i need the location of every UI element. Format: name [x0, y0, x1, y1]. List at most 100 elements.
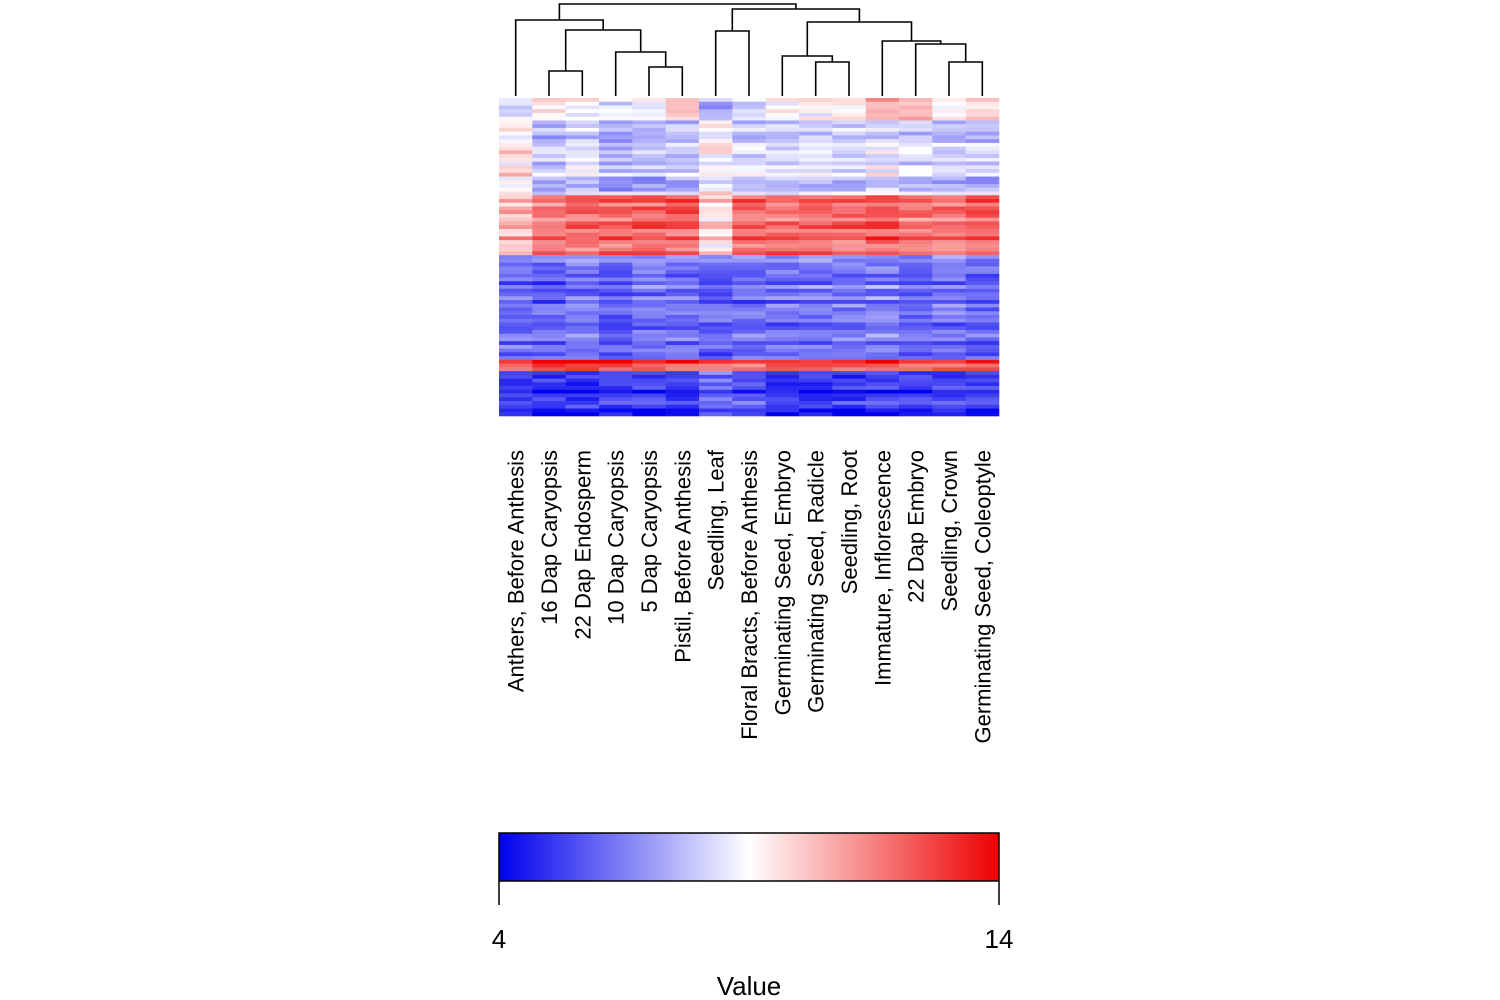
heatmap-cell — [832, 236, 866, 241]
heatmap-cell — [532, 371, 566, 376]
heatmap-cell — [665, 199, 700, 204]
heatmap-cell — [665, 127, 700, 132]
heatmap-cell — [832, 329, 866, 334]
heatmap-cell — [899, 187, 933, 192]
heatmap-cell — [499, 363, 533, 368]
heatmap-cell — [865, 206, 900, 211]
heatmap-cell — [765, 210, 800, 215]
heatmap-cell — [932, 210, 966, 215]
heatmap-cell — [632, 363, 666, 368]
heatmap-cell — [799, 202, 833, 207]
heatmap-cell — [499, 232, 533, 237]
heatmap-cell — [865, 285, 900, 290]
heatmap-cell — [799, 363, 833, 368]
heatmap-cell — [565, 303, 600, 308]
heatmap-cell — [532, 404, 566, 409]
heatmap-cell — [932, 228, 966, 233]
heatmap-cell — [899, 127, 933, 132]
heatmap-cell — [932, 217, 966, 222]
heatmap-cell — [899, 184, 933, 189]
heatmap-cell — [565, 206, 600, 211]
heatmap-cell — [899, 285, 933, 290]
heatmap-cell — [965, 206, 1000, 211]
heatmap-cell — [899, 288, 933, 293]
heatmap-cell — [632, 112, 666, 117]
heatmap-cell — [865, 404, 900, 409]
heatmap-cell — [565, 341, 600, 346]
heatmap-cell — [965, 105, 1000, 110]
heatmap-cell — [832, 172, 866, 177]
heatmap-cell — [865, 258, 900, 263]
heatmap-cell — [532, 344, 566, 349]
heatmap-cell — [632, 292, 666, 297]
heatmap-cell — [932, 202, 966, 207]
heatmap-cell — [965, 348, 1000, 353]
heatmap-cell — [532, 277, 566, 282]
heatmap-cell — [965, 314, 1000, 320]
heatmap-cell — [699, 135, 733, 140]
heatmap-cell — [565, 382, 600, 387]
heatmap-cell — [932, 404, 966, 409]
heatmap-cell — [765, 397, 800, 402]
heatmap-cell — [865, 296, 900, 301]
heatmap-cell — [832, 154, 866, 159]
heatmap-cell — [499, 120, 533, 125]
heatmap-cell — [499, 157, 533, 162]
heatmap-cell — [565, 348, 600, 353]
heatmap-cell — [632, 135, 666, 140]
heatmap-cell — [899, 139, 933, 144]
heatmap-cell — [965, 258, 1000, 263]
heatmap-cell — [965, 341, 1000, 346]
heatmap-cell — [632, 213, 666, 219]
heatmap-cell — [832, 270, 866, 275]
heatmap-cell — [932, 199, 966, 204]
heatmap-cell — [832, 112, 866, 117]
heatmap-cell — [599, 172, 633, 177]
heatmap-cell — [832, 266, 866, 271]
heatmap-cell — [565, 213, 600, 219]
heatmap-cell — [965, 288, 1000, 293]
heatmap-cell — [799, 266, 833, 271]
heatmap-cell — [599, 412, 633, 417]
heatmap-cell — [499, 187, 533, 192]
heatmap-cell — [799, 180, 833, 185]
heatmap-cell — [932, 412, 966, 417]
heatmap-cell — [932, 172, 966, 177]
heatmap-cell — [665, 210, 700, 215]
heatmap-cell — [699, 374, 733, 379]
heatmap-cell — [499, 408, 533, 413]
heatmap-cell — [599, 352, 633, 357]
heatmap-cell — [665, 300, 700, 305]
heatmap-cell — [865, 359, 900, 364]
heatmap-cell — [832, 314, 866, 320]
heatmap-cell — [965, 116, 1000, 121]
heatmap-cell — [565, 161, 600, 166]
heatmap-cell — [732, 277, 766, 282]
heatmap-cell — [599, 341, 633, 346]
heatmap-cell — [932, 213, 966, 219]
heatmap-cell — [532, 389, 566, 394]
heatmap-cell — [932, 176, 966, 181]
heatmap-cell — [632, 221, 666, 226]
heatmap-cell — [599, 333, 633, 338]
heatmap-cell — [499, 228, 533, 233]
dendrogram-branch — [948, 61, 984, 96]
heatmap-cell — [632, 311, 666, 316]
dendrogram-branch — [558, 3, 797, 20]
heatmap-cell — [865, 228, 900, 233]
heatmap-cell — [965, 311, 1000, 316]
heatmap-cell — [532, 232, 566, 237]
heatmap-cell — [832, 401, 866, 406]
heatmap-cell — [632, 225, 666, 230]
heatmap-cell — [665, 176, 700, 181]
heatmap-cell — [665, 180, 700, 185]
heatmap-cell — [599, 161, 633, 166]
heatmap-cell — [699, 247, 733, 252]
heatmap-cell — [499, 277, 533, 282]
heatmap-cell — [799, 344, 833, 349]
heatmap-cell — [932, 105, 966, 110]
heatmap-cell — [765, 243, 800, 248]
heatmap-cell — [765, 142, 800, 147]
heatmap-cell — [599, 187, 633, 192]
heatmap-cell — [765, 359, 800, 364]
